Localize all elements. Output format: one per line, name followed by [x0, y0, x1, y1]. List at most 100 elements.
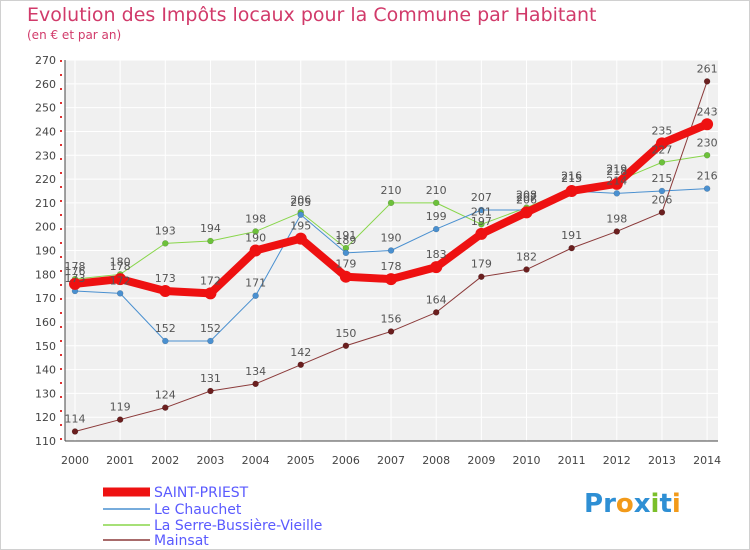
data-point-mainsat	[297, 361, 304, 369]
data-point-saint-priest	[565, 184, 578, 197]
data-point-saint-priest	[701, 118, 714, 131]
data-point-mainsat	[387, 328, 395, 335]
logo-letter: i	[671, 489, 681, 519]
data-point-saint-priest	[475, 227, 488, 240]
data-label-saint-priest: 173	[155, 272, 176, 285]
data-label-mainsat: 156	[381, 312, 402, 325]
data-point-mainsat	[568, 244, 575, 252]
data-label-le-chauchet: 216	[697, 170, 718, 183]
data-point-le-chauchet	[297, 211, 304, 219]
data-label-le-chauchet: 152	[200, 322, 221, 335]
data-point-mainsat	[523, 266, 530, 273]
data-point-la-serre-bussi-re-vieille	[478, 221, 485, 228]
logo-letter: o	[615, 489, 634, 519]
data-label-le-chauchet: 173	[65, 272, 86, 285]
data-point-mainsat	[703, 78, 711, 85]
y-tick-label: 170	[35, 292, 56, 305]
data-point-le-chauchet	[252, 292, 259, 299]
data-label-mainsat: 131	[200, 372, 221, 385]
y-tick-label: 250	[35, 102, 56, 115]
y-tick-label: 180	[35, 268, 56, 281]
data-point-la-serre-bussi-re-vieille	[432, 199, 440, 207]
data-label-la-serre-bussi-re-vieille: 198	[245, 212, 266, 225]
y-tick-label: 220	[35, 173, 56, 186]
legend-label-le-chauchet: Le Chauchet	[154, 502, 242, 518]
data-label-mainsat: 198	[606, 212, 627, 225]
data-label-saint-priest: 235	[651, 124, 672, 137]
data-point-mainsat	[71, 428, 79, 435]
data-label-la-serre-bussi-re-vieille: 193	[155, 224, 176, 237]
data-point-la-serre-bussi-re-vieille	[658, 159, 666, 166]
chart-subtitle: (en € et par an)	[27, 28, 122, 42]
data-label-la-serre-bussi-re-vieille: 178	[65, 260, 86, 273]
proxiti-logo: Proxiti	[584, 489, 681, 519]
data-label-saint-priest: 215	[561, 172, 582, 185]
data-label-la-serre-bussi-re-vieille: 216	[561, 170, 582, 183]
data-point-mainsat	[342, 342, 350, 349]
data-point-le-chauchet	[703, 185, 711, 192]
data-label-la-serre-bussi-re-vieille: 210	[381, 184, 402, 197]
data-label-le-chauchet: 215	[651, 172, 672, 185]
x-tick-label: 2003	[196, 454, 224, 467]
data-point-mainsat	[116, 416, 124, 423]
data-label-la-serre-bussi-re-vieille: 208	[516, 189, 537, 202]
y-tick-label: 210	[35, 197, 56, 210]
data-point-la-serre-bussi-re-vieille	[252, 228, 259, 235]
data-label-saint-priest: 218	[606, 165, 627, 178]
data-label-mainsat: 124	[155, 389, 176, 402]
x-tick-label: 2000	[61, 454, 89, 467]
data-label-la-serre-bussi-re-vieille: 210	[426, 184, 447, 197]
data-label-la-serre-bussi-re-vieille: 191	[335, 229, 356, 242]
x-tick-label: 2006	[332, 454, 360, 467]
data-label-saint-priest: 176	[65, 265, 86, 278]
data-label-saint-priest: 195	[290, 220, 311, 233]
data-point-la-serre-bussi-re-vieille	[703, 152, 711, 159]
data-label-mainsat: 114	[65, 412, 86, 425]
data-label-mainsat: 119	[110, 401, 131, 414]
data-label-mainsat: 182	[516, 251, 537, 264]
data-point-mainsat	[207, 387, 214, 395]
data-point-le-chauchet	[342, 249, 350, 257]
data-label-la-serre-bussi-re-vieille: 227	[651, 143, 672, 156]
y-tick-label: 200	[35, 221, 56, 234]
data-label-la-serre-bussi-re-vieille: 219	[606, 162, 627, 175]
y-tick-label: 190	[35, 245, 56, 258]
data-label-mainsat: 179	[471, 258, 492, 271]
data-label-mainsat: 142	[290, 346, 311, 359]
legend-label-mainsat: Mainsat	[154, 533, 209, 549]
data-label-le-chauchet: 214	[606, 174, 627, 187]
data-label-saint-priest: 183	[426, 248, 447, 261]
y-tick-label: 110	[35, 435, 56, 448]
y-tick-label: 240	[35, 125, 56, 138]
data-point-le-chauchet	[478, 206, 485, 214]
chart-title: Evolution des Impôts locaux pour la Comm…	[27, 4, 597, 26]
data-point-saint-priest	[430, 261, 443, 274]
data-label-mainsat: 150	[335, 327, 356, 340]
data-point-mainsat	[658, 209, 666, 216]
data-label-le-chauchet: 215	[561, 172, 582, 185]
data-point-mainsat	[252, 380, 259, 388]
y-tick-label: 150	[35, 340, 56, 353]
data-label-mainsat: 134	[245, 365, 266, 378]
x-tick-label: 2012	[603, 454, 631, 467]
data-label-saint-priest: 179	[335, 258, 356, 271]
data-label-la-serre-bussi-re-vieille: 201	[471, 205, 492, 218]
data-point-la-serre-bussi-re-vieille	[162, 240, 169, 247]
data-label-saint-priest: 197	[471, 215, 492, 228]
data-label-mainsat: 191	[561, 229, 582, 242]
data-point-mainsat	[613, 228, 621, 235]
data-point-saint-priest	[339, 270, 352, 283]
data-point-le-chauchet	[613, 190, 621, 197]
data-label-le-chauchet: 190	[381, 232, 402, 245]
data-point-saint-priest	[69, 277, 81, 290]
data-label-le-chauchet: 189	[335, 234, 356, 247]
data-point-saint-priest	[159, 284, 172, 297]
data-point-saint-priest	[520, 206, 533, 219]
data-point-saint-priest	[114, 273, 127, 286]
y-tick-label: 260	[35, 78, 56, 91]
data-point-saint-priest	[294, 232, 307, 245]
data-label-mainsat: 164	[426, 293, 447, 306]
data-label-saint-priest: 243	[697, 105, 718, 118]
data-point-mainsat	[478, 273, 485, 280]
